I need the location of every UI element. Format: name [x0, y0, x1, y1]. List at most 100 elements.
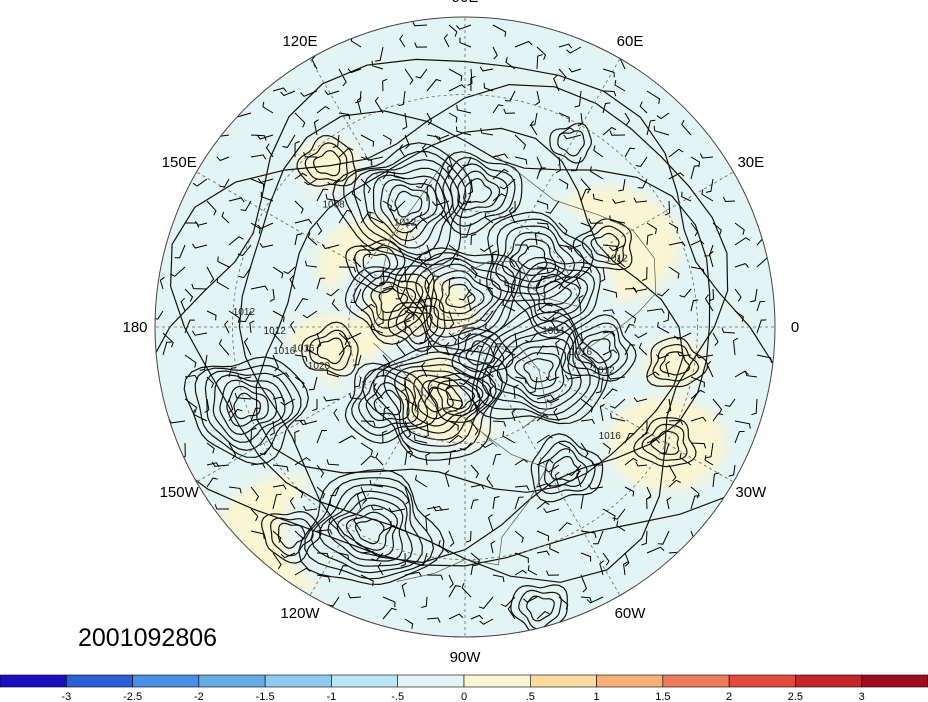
wind-barb — [465, 530, 472, 543]
wind-barb — [461, 582, 472, 598]
wind-barb — [313, 119, 319, 136]
wind-barb — [712, 472, 720, 488]
wind-barb — [443, 34, 450, 48]
wind-barb — [377, 562, 384, 576]
wind-barb — [549, 266, 560, 283]
wind-barb — [546, 398, 560, 404]
isobar — [523, 358, 554, 383]
wind-barb — [690, 442, 707, 449]
wind-barb — [250, 530, 265, 539]
wind-barb — [546, 570, 560, 576]
wind-barb — [470, 564, 478, 576]
wind-barb — [663, 310, 670, 323]
wind-barb — [382, 363, 390, 378]
wind-barb — [470, 614, 484, 620]
colorbar-swatch — [264, 674, 332, 688]
wind-barb — [558, 68, 567, 82]
wind-barb — [536, 275, 548, 290]
wind-barb — [641, 266, 648, 281]
wind-barb — [580, 442, 589, 458]
wind-barb — [448, 449, 457, 466]
wind-barb — [458, 200, 472, 205]
wind-barb — [458, 376, 472, 386]
colorbar-tick-label: 1.5 — [655, 691, 670, 702]
wind-barb — [514, 376, 527, 384]
wind-barb — [646, 496, 652, 510]
wind-barb — [514, 569, 527, 576]
wind-barb — [401, 266, 407, 283]
colorbar-tick-label: -1 — [327, 691, 337, 702]
wind-barb — [690, 376, 705, 388]
wind-barb — [360, 420, 376, 427]
wind-barb — [527, 565, 538, 576]
wind-barb — [170, 266, 186, 277]
wind-barb — [272, 310, 285, 322]
wind-barb — [565, 244, 582, 250]
wind-barb — [356, 96, 362, 114]
wind-barb — [351, 188, 362, 202]
wind-barb — [338, 266, 357, 273]
wind-barb — [381, 430, 388, 444]
wind-barb — [404, 450, 412, 466]
wind-barb — [425, 452, 431, 466]
wind-barb — [690, 240, 705, 246]
wind-barb — [646, 546, 665, 554]
isobar — [296, 134, 357, 187]
wind-barb — [282, 134, 296, 148]
wind-barb — [679, 452, 692, 466]
wind-barb — [514, 156, 528, 165]
wind-barb — [529, 376, 538, 394]
wind-barb — [316, 486, 326, 499]
wind-barb — [600, 266, 606, 283]
wind-barb — [514, 552, 529, 564]
wind-barb — [426, 184, 433, 202]
wind-barb — [505, 57, 516, 70]
wind-barb — [325, 193, 340, 202]
wind-barb — [378, 310, 384, 326]
wind-barb — [646, 222, 657, 234]
wind-barb — [412, 20, 428, 27]
wind-barb — [507, 604, 516, 620]
wind-barb — [365, 155, 384, 161]
wind-barb — [664, 200, 671, 216]
wind-barb — [404, 230, 413, 246]
isobar — [403, 311, 433, 337]
wind-barb — [316, 552, 330, 559]
wind-barb — [349, 392, 362, 400]
wind-barb — [316, 277, 326, 290]
wind-barb — [484, 212, 494, 224]
isobar — [436, 379, 484, 417]
wind-barb — [470, 233, 477, 246]
wind-barb — [331, 298, 340, 312]
wind-barb — [646, 90, 661, 104]
wind-barb — [564, 374, 582, 380]
longitude-label: 60W — [615, 605, 647, 622]
wind-barb — [398, 144, 406, 158]
isobar-label: 1016 — [570, 347, 593, 358]
colorbar-tick-label: -.5 — [391, 691, 404, 702]
wind-barb — [599, 403, 605, 422]
wind-barb — [250, 463, 266, 469]
colorbar-swatch — [65, 674, 133, 688]
wind-barb — [234, 392, 252, 400]
wind-barb — [467, 293, 473, 312]
wind-barb — [426, 112, 433, 126]
wind-barb — [480, 310, 494, 322]
wind-barb — [580, 188, 592, 202]
longitude-label: 60E — [617, 33, 644, 50]
isobar — [485, 211, 594, 302]
colorbar-tick-label: 2 — [726, 691, 732, 702]
wind-barb — [400, 552, 406, 567]
wind-barb — [490, 540, 496, 554]
isobar — [238, 110, 711, 564]
wind-barb — [511, 408, 517, 422]
wind-barb — [174, 244, 186, 259]
wind-barb — [656, 112, 670, 120]
wind-barb — [382, 134, 392, 145]
wind-barb — [690, 299, 699, 312]
wind-barb — [343, 332, 362, 340]
wind-barb — [184, 288, 194, 302]
wind-barb — [515, 244, 529, 250]
isobar — [372, 174, 446, 242]
isobar — [646, 336, 709, 388]
